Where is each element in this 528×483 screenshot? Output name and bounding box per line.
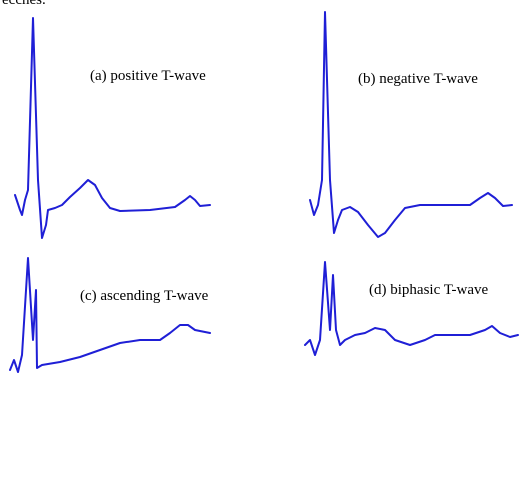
panel-label: (b) negative T-wave (358, 71, 478, 87)
header-fragment: ecches. (2, 0, 46, 8)
waveform-c (9, 257, 211, 373)
waveform-b (309, 11, 513, 238)
waveform-d (304, 261, 519, 356)
panel-label: (d) biphasic T-wave (369, 282, 488, 298)
panel-label: (c) ascending T-wave (80, 288, 209, 304)
panel-label: (a) positive T-wave (90, 68, 206, 84)
waveform-a (14, 17, 211, 239)
